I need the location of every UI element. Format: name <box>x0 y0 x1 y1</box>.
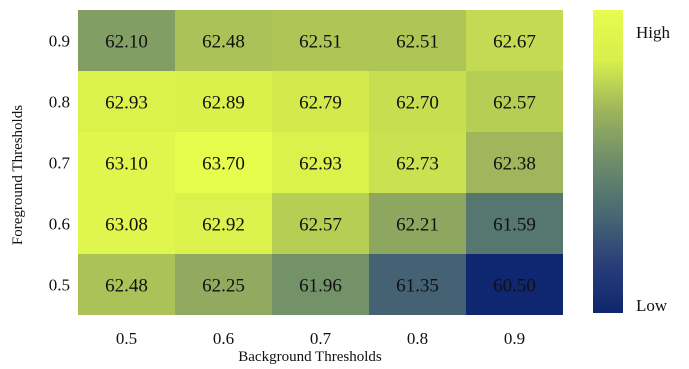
colorbar-high-label: High <box>636 23 671 42</box>
heatmap-cell-value: 62.70 <box>396 93 439 114</box>
heatmap-cell-value: 62.57 <box>493 93 536 114</box>
heatmap-cell <box>369 193 466 254</box>
heatmap-cell-labels: 62.10 62.48 62.51 62.51 62.67 62.93 62.89 62.79… <box>105 32 536 297</box>
y-tick-label: 0.5 <box>49 276 70 295</box>
heatmap-cell <box>369 254 466 315</box>
heatmap-cell <box>272 71 369 132</box>
heatmap-cell-value: 63.70 <box>202 154 245 175</box>
heatmap-cell-value: 62.10 <box>105 32 148 53</box>
heatmap-cell-value: 62.51 <box>396 32 439 53</box>
heatmap-cell-value: 62.21 <box>396 215 439 236</box>
heatmap-cell <box>175 254 272 315</box>
heatmap-cell <box>272 10 369 71</box>
heatmap-cell <box>175 10 272 71</box>
heatmap-cell <box>175 71 272 132</box>
y-axis-label: Foreground Thresholds <box>10 105 26 245</box>
heatmap-cell-value: 61.59 <box>493 215 536 236</box>
heatmap-cell <box>272 254 369 315</box>
heatmap-cell <box>272 132 369 193</box>
heatmap-cell <box>78 254 175 315</box>
heatmap-cell-value: 62.89 <box>202 93 245 114</box>
heatmap-cell <box>369 10 466 71</box>
y-tick-label: 0.6 <box>49 215 70 234</box>
x-tick-label: 0.6 <box>213 329 234 348</box>
x-tick-label: 0.8 <box>407 329 428 348</box>
x-tick-labels: 0.5 0.6 0.7 0.8 0.9 <box>116 329 525 348</box>
colorbar <box>593 10 623 313</box>
heatmap-cell <box>175 193 272 254</box>
heatmap-cell-value: 62.93 <box>299 154 342 175</box>
heatmap-cell <box>78 193 175 254</box>
heatmap-cell-value: 62.93 <box>105 93 148 114</box>
heatmap-cell <box>369 132 466 193</box>
heatmap-cell-value: 62.57 <box>299 215 342 236</box>
heatmap-cell-value: 63.10 <box>105 154 148 175</box>
heatmap-cell <box>78 10 175 71</box>
colorbar-low-label: Low <box>636 296 668 315</box>
y-tick-label: 0.7 <box>49 154 71 173</box>
heatmap-cell <box>369 71 466 132</box>
heatmap-cell-value: 62.38 <box>493 154 536 175</box>
heatmap-cell-value: 62.51 <box>299 32 342 53</box>
x-axis-label: Background Thresholds <box>238 349 382 365</box>
heatmap-cell <box>466 132 563 193</box>
heatmap-cell-value: 62.73 <box>396 154 439 175</box>
heatmap-cell-value: 63.08 <box>105 215 148 236</box>
heatmap-cells <box>78 10 563 315</box>
heatmap-cell-value: 61.96 <box>299 276 342 297</box>
y-tick-labels: 0.9 0.8 0.7 0.6 0.5 <box>49 32 71 295</box>
heatmap-cell <box>272 193 369 254</box>
heatmap-cell-value: 61.35 <box>396 276 439 297</box>
heatmap-cell <box>466 71 563 132</box>
heatmap-cell <box>466 193 563 254</box>
y-tick-label: 0.9 <box>49 32 70 51</box>
heatmap-cell <box>466 254 563 315</box>
heatmap-cell-value: 62.25 <box>202 276 245 297</box>
heatmap-cell-value: 62.48 <box>105 276 148 297</box>
heatmap-cell-value: 60.50 <box>493 276 536 297</box>
x-tick-label: 0.5 <box>116 329 137 348</box>
heatmap-cell-value: 62.79 <box>299 93 342 114</box>
heatmap-cell-value: 62.92 <box>202 215 245 236</box>
heatmap-cell-value: 62.48 <box>202 32 245 53</box>
heatmap-cell-value: 62.67 <box>493 32 536 53</box>
heatmap-cell <box>466 10 563 71</box>
x-tick-label: 0.7 <box>310 329 332 348</box>
heatmap-cell <box>78 71 175 132</box>
heatmap-cell <box>78 132 175 193</box>
heatmap-cell <box>175 132 272 193</box>
x-tick-label: 0.9 <box>504 329 525 348</box>
y-tick-label: 0.8 <box>49 93 70 112</box>
